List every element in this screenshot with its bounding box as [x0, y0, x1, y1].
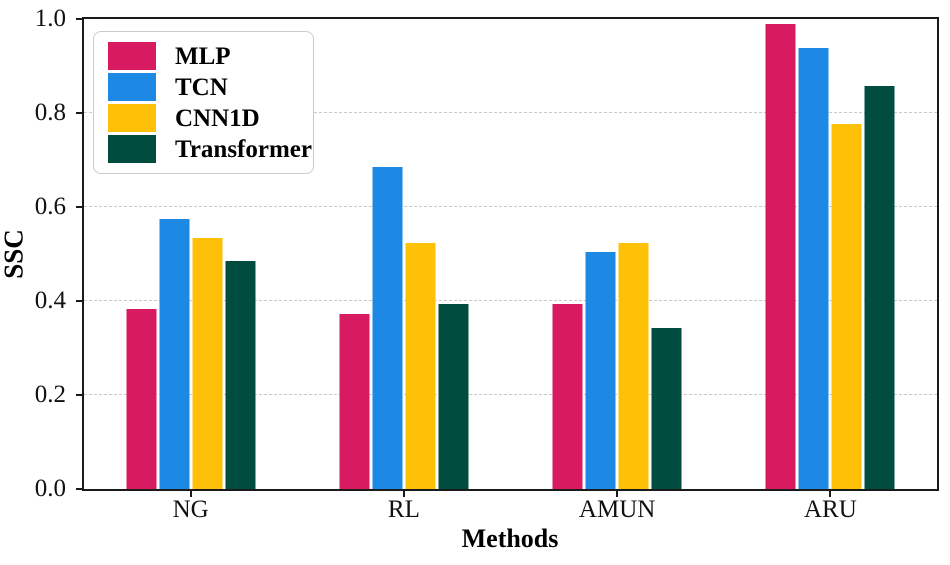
legend-swatch-MLP: [108, 42, 156, 70]
bar-CNN1D-NG: [192, 237, 223, 489]
bar-Transformer-NG: [225, 261, 256, 489]
legend: MLP TCN CNN1D Transformer: [93, 31, 314, 174]
y-tick-label-0.4: 0.4: [34, 287, 66, 314]
bar-MLP-ARU: [765, 24, 796, 489]
x-tick-mark-ARU: [829, 489, 832, 497]
y-axis-title: SSC: [0, 229, 29, 279]
legend-item-CNN1D: CNN1D: [108, 104, 299, 132]
y-tick-mark-0.0: [76, 488, 84, 490]
legend-swatch-CNN1D: [108, 104, 156, 132]
bar-group-NG: [126, 218, 256, 489]
x-tick-label-AMUN: AMUN: [578, 496, 656, 523]
x-tick-mark-AMUN: [616, 489, 619, 497]
y-tick-label-1.0: 1.0: [34, 5, 66, 32]
bar-TCN-NG: [159, 218, 190, 489]
gridline-0.8: [84, 112, 937, 113]
gridline-0.6: [84, 206, 937, 207]
bar-CNN1D-RL: [405, 242, 436, 489]
x-tick-mark-RL: [402, 489, 405, 497]
legend-label-TCN: TCN: [175, 73, 228, 101]
legend-swatch-Transformer: [108, 135, 156, 163]
bar-Transformer-RL: [438, 304, 469, 489]
legend-label-Transformer: Transformer: [175, 135, 312, 163]
gridline-0.4: [84, 300, 937, 301]
bar-MLP-NG: [126, 308, 157, 489]
y-tick-label-0.8: 0.8: [34, 99, 66, 126]
x-tick-label-RL: RL: [387, 496, 420, 523]
legend-label-CNN1D: CNN1D: [175, 104, 260, 132]
y-tick-label-0.6: 0.6: [34, 193, 66, 220]
bar-Transformer-AMUN: [651, 327, 682, 489]
x-tick-label-ARU: ARU: [803, 496, 857, 523]
plot-area: 0.0 0.2 0.4 0.6 0.8 1.0 NG RL AMUN ARU: [35, 5, 939, 523]
legend-item-TCN: TCN: [108, 73, 299, 101]
bar-group-AMUN: [552, 242, 682, 489]
y-tick-mark-0.6: [76, 206, 84, 208]
bar-CNN1D-AMUN: [618, 242, 649, 489]
legend-swatch-TCN: [108, 73, 156, 101]
legend-item-MLP: MLP: [108, 42, 299, 70]
bar-MLP-RL: [339, 313, 370, 489]
y-tick-mark-0.4: [76, 300, 84, 302]
bar-Transformer-ARU: [864, 86, 895, 489]
x-tick-label-NG: NG: [172, 496, 209, 523]
bar-group-ARU: [765, 24, 895, 489]
bar-TCN-AMUN: [585, 252, 616, 489]
y-tick-label-0.2: 0.2: [34, 381, 66, 408]
bar-TCN-RL: [372, 166, 403, 489]
y-tick-mark-1.0: [76, 18, 84, 20]
legend-item-Transformer: Transformer: [108, 135, 312, 163]
y-tick-mark-0.8: [76, 112, 84, 114]
bar-MLP-AMUN: [552, 304, 583, 489]
x-axis-title: Methods: [461, 524, 559, 553]
bar-group-RL: [339, 166, 469, 489]
x-tick-mark-NG: [189, 489, 192, 497]
bar-TCN-ARU: [798, 48, 829, 489]
gridline-0.2: [84, 394, 937, 395]
y-tick-label-0.0: 0.0: [34, 475, 66, 502]
bar-CNN1D-ARU: [831, 124, 862, 489]
legend-label-MLP: MLP: [175, 42, 231, 70]
y-tick-mark-0.2: [76, 394, 84, 396]
